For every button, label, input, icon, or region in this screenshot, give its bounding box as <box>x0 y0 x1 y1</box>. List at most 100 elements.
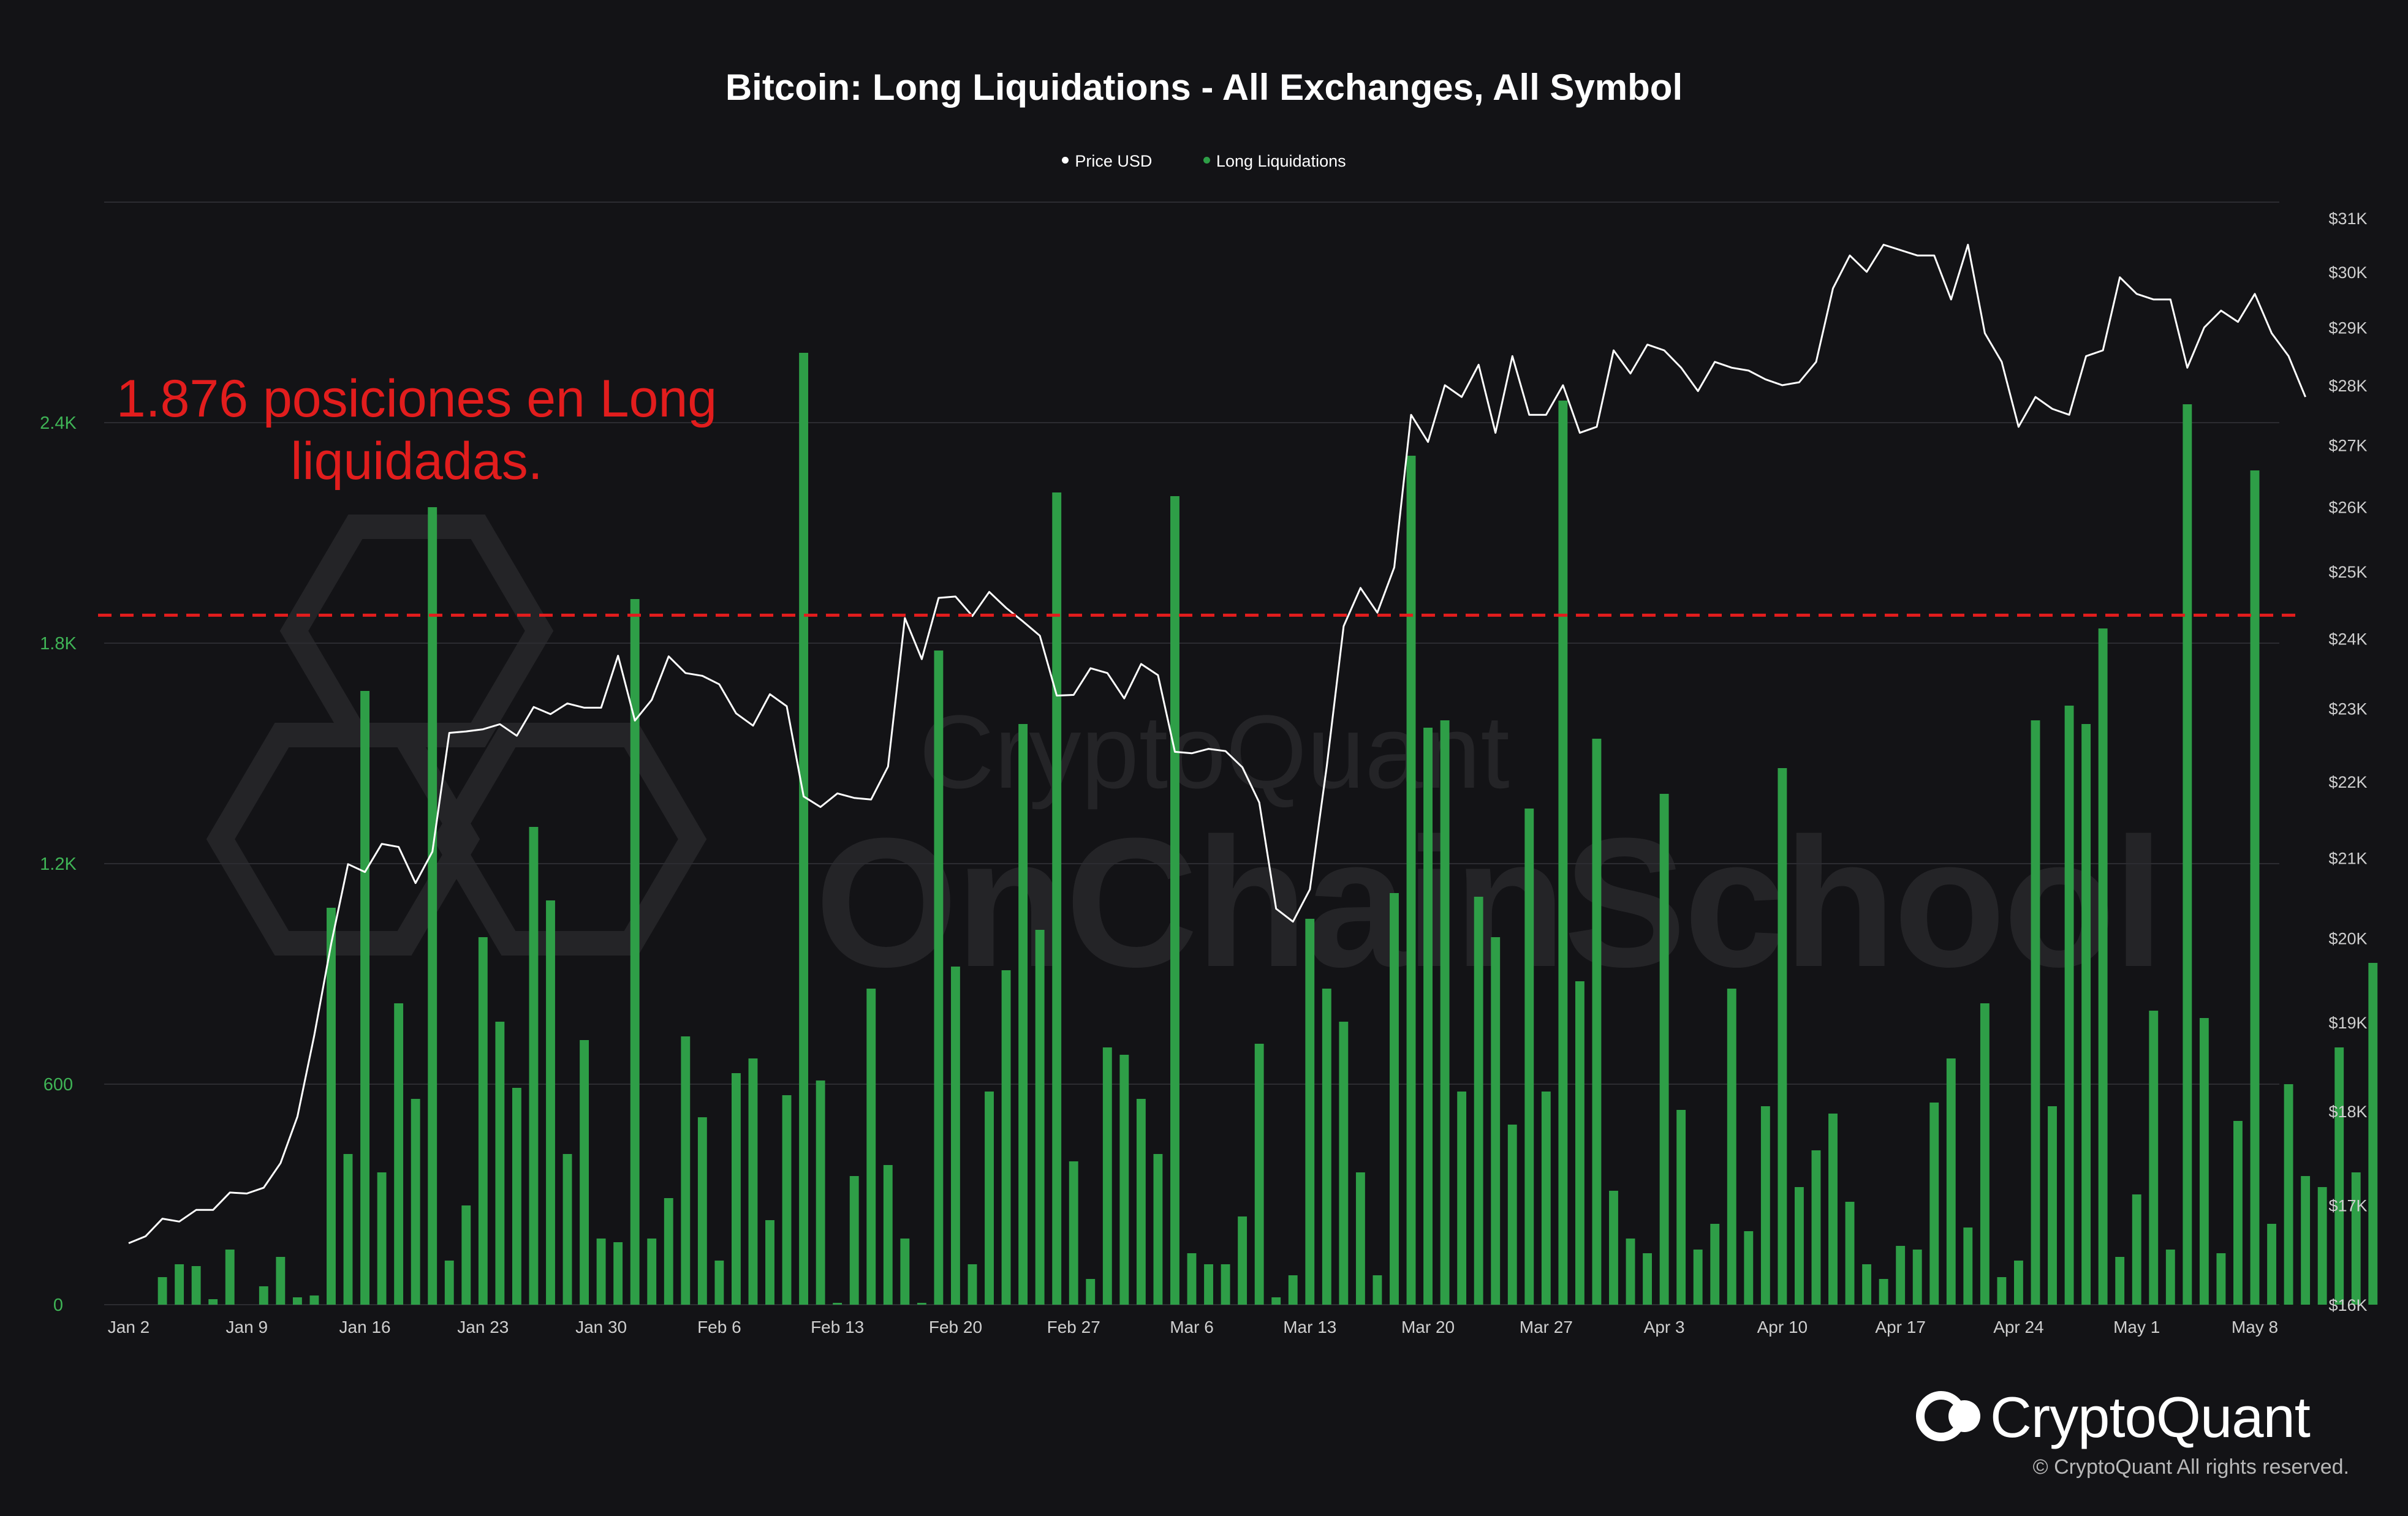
right-tick-label: $25K <box>2328 563 2367 581</box>
bar <box>647 1239 657 1305</box>
bar <box>2216 1253 2226 1305</box>
right-tick-label: $26K <box>2328 499 2367 517</box>
cryptoquant-logo-icon <box>1916 1391 1980 1441</box>
right-tick-label: $20K <box>2328 929 2367 948</box>
bar <box>1811 1150 1821 1305</box>
annotation-line-1: 1.876 posiciones en Long <box>116 369 717 428</box>
bar <box>1778 768 1787 1305</box>
brand-block: CryptoQuant <box>1912 1377 2353 1450</box>
bar <box>1744 1231 1754 1305</box>
x-tick-label: May 8 <box>2232 1318 2278 1337</box>
legend-label-liquidations: Long Liquidations <box>1216 152 1346 170</box>
bar <box>1018 724 1028 1305</box>
bar <box>1474 897 1483 1305</box>
bar <box>1102 1047 1112 1305</box>
bar <box>934 651 944 1305</box>
right-tick-label: $27K <box>2328 436 2367 454</box>
bar <box>1626 1239 1635 1305</box>
bar <box>1643 1253 1653 1305</box>
left-tick-label: 2.4K <box>40 413 77 433</box>
bar <box>1423 728 1433 1305</box>
chart-title: Bitcoin: Long Liquidations - All Exchang… <box>725 67 1683 108</box>
bar <box>1862 1264 1872 1305</box>
bar <box>2048 1106 2057 1305</box>
x-tick-label: Apr 17 <box>1875 1318 1926 1337</box>
bar <box>360 691 369 1305</box>
bar <box>1001 970 1011 1305</box>
legend-item-liquidations[interactable]: Long Liquidations <box>1203 152 1346 171</box>
bar <box>444 1261 454 1305</box>
bar <box>2165 1250 2175 1305</box>
legend-item-price[interactable]: Price USD <box>1062 152 1152 171</box>
bar <box>1946 1058 1956 1305</box>
bar <box>765 1220 774 1305</box>
legend-dot-price <box>1062 157 1069 164</box>
bar <box>1238 1216 1248 1305</box>
bar <box>1339 1022 1349 1305</box>
right-tick-label: $30K <box>2328 263 2367 282</box>
legend-dot-liquidations <box>1203 157 1210 164</box>
x-tick-label: Mar 27 <box>1520 1318 1573 1337</box>
bar <box>411 1099 420 1305</box>
bar <box>1457 1092 1467 1305</box>
bar <box>1170 496 1179 1305</box>
bar <box>394 1003 404 1305</box>
bar <box>917 1303 926 1305</box>
x-tick-label: Jan 30 <box>575 1318 627 1337</box>
x-tick-label: Apr 10 <box>1757 1318 1808 1337</box>
right-axis: $16K $17K $18K $19K $20K $21K $22K $23K $24K $25K… <box>2328 209 2367 1314</box>
price-line <box>128 244 2306 1244</box>
bar <box>1372 1275 1382 1305</box>
bar <box>495 1022 505 1305</box>
bar <box>2115 1257 2125 1305</box>
bar <box>1524 809 1534 1305</box>
bar <box>1541 1092 1551 1305</box>
bar <box>1406 456 1416 1305</box>
left-tick-label: 1.2K <box>40 854 77 874</box>
bar <box>1794 1187 1804 1305</box>
x-tick-label: Feb 20 <box>929 1318 982 1337</box>
bar <box>681 1036 691 1305</box>
legend-label-price: Price USD <box>1075 152 1153 170</box>
bar <box>1153 1154 1163 1305</box>
bar <box>1912 1250 1922 1305</box>
bar <box>2014 1261 2023 1305</box>
bar <box>1693 1250 1703 1305</box>
bar <box>1204 1264 1213 1305</box>
bar <box>1491 937 1501 1305</box>
bar <box>1592 739 1602 1305</box>
bar <box>2098 628 2108 1305</box>
left-tick-label: 1.8K <box>40 634 77 654</box>
bar <box>1609 1191 1618 1305</box>
bar <box>1760 1106 1770 1305</box>
right-tick-label: $19K <box>2328 1014 2367 1032</box>
bar <box>1896 1246 1906 1305</box>
right-tick-label: $21K <box>2328 850 2367 868</box>
line-series-price <box>128 244 2306 1244</box>
bar <box>630 599 640 1305</box>
bar <box>1069 1161 1078 1305</box>
right-tick-label: $16K <box>2328 1296 2367 1314</box>
x-tick-label: Mar 13 <box>1283 1318 1336 1337</box>
threshold-annotation: 1.876 posiciones en Long liquidadas. <box>98 368 735 492</box>
bar <box>1929 1103 1939 1305</box>
bar <box>2250 470 2260 1305</box>
bar <box>1440 720 1450 1305</box>
right-tick-label: $18K <box>2328 1103 2367 1121</box>
bar <box>799 353 809 1305</box>
bar <box>613 1242 623 1305</box>
x-tick-label: Mar 6 <box>1170 1318 1214 1337</box>
bar <box>1727 989 1736 1305</box>
bar <box>1710 1224 1720 1305</box>
right-tick-label: $24K <box>2328 630 2367 648</box>
annotation-line-2: liquidadas. <box>290 432 543 491</box>
bar <box>292 1297 302 1305</box>
bar <box>512 1088 521 1305</box>
bar <box>967 1264 977 1305</box>
bar <box>2081 724 2091 1305</box>
bar <box>1659 794 1669 1305</box>
bar <box>225 1250 235 1305</box>
bar <box>1575 981 1585 1305</box>
bar <box>2351 1172 2361 1305</box>
